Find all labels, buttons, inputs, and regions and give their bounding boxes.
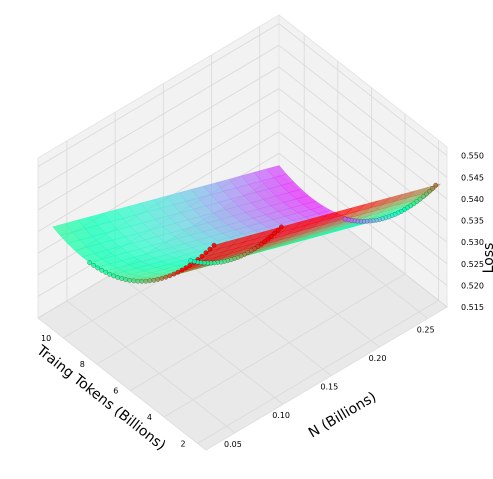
scatter-point <box>151 277 157 283</box>
scatter-point <box>87 260 93 266</box>
y-tick-label: 0.10 <box>272 411 290 420</box>
y-tick-label: 0.25 <box>417 325 435 334</box>
scatter-point <box>147 278 153 284</box>
scatter-point <box>91 262 97 268</box>
scatter-point <box>275 227 281 233</box>
scatter-point <box>248 248 254 254</box>
z-tick-label: 0.535 <box>461 217 484 226</box>
scatter-point <box>423 191 429 197</box>
grid-line-x <box>163 273 406 418</box>
grid-line-z <box>37 88 280 232</box>
z-tick-label: 0.520 <box>461 281 484 290</box>
z-tick-label: 0.540 <box>461 195 484 204</box>
y-axis-title: N (Billions) <box>306 389 379 441</box>
scatter-point <box>159 276 165 281</box>
scatter-point <box>139 278 145 284</box>
grid-line-z <box>278 44 448 178</box>
x-tick-label: 6 <box>113 387 118 396</box>
x-tick-label: 10 <box>41 334 51 343</box>
scatter-point <box>414 199 420 204</box>
z-tick-label: 0.545 <box>461 173 484 182</box>
scatter-point <box>115 274 121 280</box>
scatter-point <box>417 196 423 202</box>
grid-line-z <box>37 23 280 167</box>
y-tick-label: 0.15 <box>320 383 338 392</box>
scatter-point <box>199 253 205 259</box>
z-tick-label: 0.550 <box>461 152 484 161</box>
scatter-point <box>411 201 417 207</box>
grid-line-y <box>114 271 284 405</box>
scatter-point <box>155 277 161 282</box>
scatter-point <box>119 276 125 282</box>
scatter-point <box>430 185 436 191</box>
scatter-point <box>187 262 193 268</box>
grid-line-z <box>278 23 448 156</box>
scatter-point <box>203 250 209 256</box>
scatter-point <box>262 239 268 245</box>
grid-line-z <box>278 131 448 265</box>
x-tick-label: 4 <box>147 413 152 422</box>
scatter-point <box>135 278 141 284</box>
scatter-point <box>420 194 426 200</box>
scatter-point <box>278 224 284 230</box>
scatter-point <box>426 188 432 194</box>
grid-line-x <box>130 247 372 391</box>
scatter-point <box>188 258 194 264</box>
z-axis-title: Loss <box>481 243 493 274</box>
scatter-point <box>143 278 149 284</box>
scatter-point <box>183 265 189 271</box>
grid-line-z <box>37 44 280 189</box>
grid-line-x <box>96 220 339 365</box>
scatter-point <box>123 277 129 283</box>
y-tick-label: 0.05 <box>224 440 242 449</box>
grid-line-x <box>197 300 439 444</box>
scatter-point <box>258 241 264 247</box>
scatter-point <box>127 277 133 283</box>
tick-labels: 2 4 6 8 10 0.05 0.10 0.15 0.20 0.25 0.515 0.520 0.52… <box>41 152 484 449</box>
scatter-point <box>99 267 105 273</box>
grid-line-y <box>66 300 236 434</box>
scatter-point <box>272 230 278 236</box>
scatter-point <box>95 265 101 271</box>
scatter-point <box>179 267 185 273</box>
y-tick-label: 0.20 <box>369 354 387 363</box>
z-tick-label: 0.525 <box>461 260 484 269</box>
scatter-point <box>255 244 261 250</box>
z-tick-label: 0.530 <box>461 238 484 247</box>
scatter-point <box>265 236 271 242</box>
scatter-point <box>175 269 181 275</box>
scatter-points <box>87 182 439 284</box>
grid-line-z <box>37 66 280 211</box>
scatter-point <box>211 242 217 248</box>
scatter-point <box>252 246 258 252</box>
scatter-point <box>342 216 348 222</box>
x-tick-label: 2 <box>181 439 186 448</box>
scatter-point <box>163 274 169 280</box>
scatter-point <box>171 271 177 277</box>
scatter-point <box>268 233 274 239</box>
scatter-point <box>433 182 439 188</box>
z-tick-label: 0.515 <box>461 303 484 312</box>
scatter-point <box>111 273 117 279</box>
x-tick-label: 8 <box>80 360 85 369</box>
grid-line-z <box>278 109 448 243</box>
scatter-point <box>103 269 109 275</box>
scatter-point <box>131 278 137 284</box>
scatter-point <box>207 246 213 252</box>
scatter-point <box>107 271 113 277</box>
scatter-point <box>167 273 173 279</box>
grid-line-z <box>278 66 448 200</box>
